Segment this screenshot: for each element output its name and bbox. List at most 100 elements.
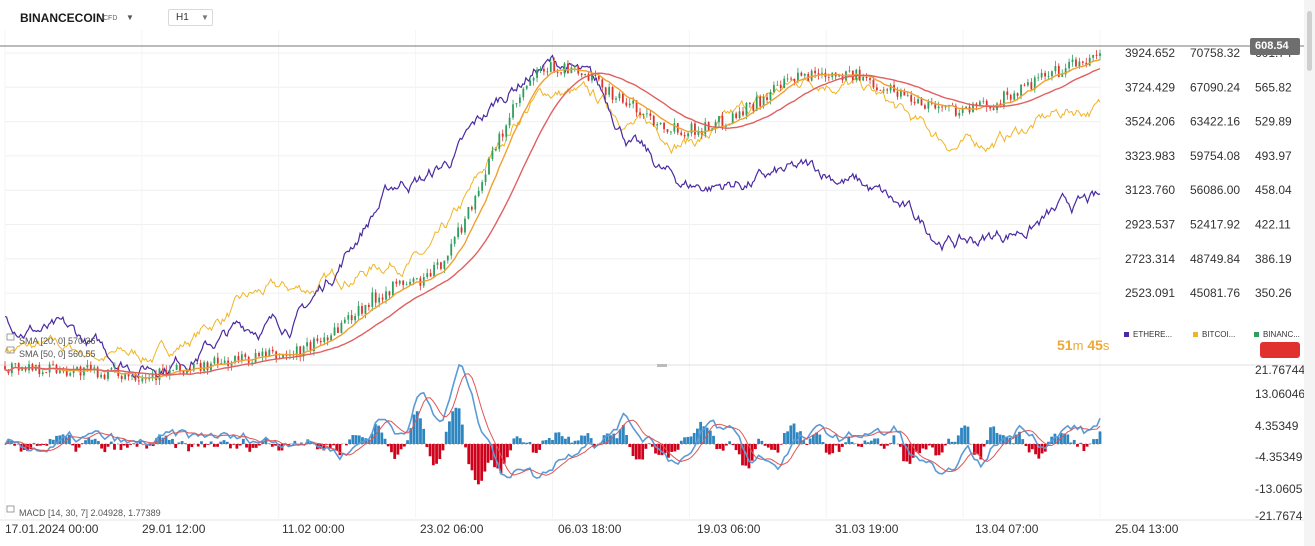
bnb-candle-body [258, 353, 260, 357]
bnb-candle-body [429, 273, 432, 277]
bnb-candle-body [594, 75, 597, 77]
bnb-candle-body [790, 78, 792, 80]
macd-histogram-bar [435, 444, 438, 464]
macd-histogram-bar [831, 444, 835, 454]
symbol-name[interactable]: BINANCECOIN [20, 11, 105, 25]
bnb-candle-body [443, 260, 446, 269]
bnb-candle-body [124, 374, 127, 380]
timeframe-select[interactable]: H1 ▼ [168, 9, 213, 26]
macd-histogram-bar [164, 435, 168, 445]
macd-histogram-bar [621, 424, 625, 445]
macd-histogram-bar [55, 435, 58, 445]
macd-histogram-bar [148, 444, 152, 446]
macd-histogram-bar [100, 444, 104, 449]
bnb-candle-body [543, 68, 545, 72]
scrollbar-thumb[interactable] [1307, 11, 1312, 71]
macd-histogram-bar [222, 440, 226, 445]
macd-histogram-bar [776, 444, 780, 453]
macd-histogram-bar [39, 444, 42, 446]
bnb-candle-body [886, 89, 889, 91]
btc-series-line [4, 75, 1101, 365]
bnb-candle-body [680, 132, 683, 136]
macd-histogram-bar [406, 440, 409, 445]
sma50-label[interactable]: SMA [50, 0] 560.55 [19, 349, 96, 359]
bnb-candle-body [649, 113, 652, 116]
macd-histogram-bar [489, 444, 493, 461]
macd-histogram-bar [248, 444, 252, 452]
time-axis-tick: 17.01.2024 00:00 [5, 522, 99, 536]
macd-histogram-bar [351, 435, 355, 445]
bnb-candle-body [639, 112, 641, 115]
bnb-candle-body [182, 370, 185, 374]
bnb-candle-body [608, 87, 611, 95]
macd-histogram-bar [377, 425, 380, 445]
sma20-label[interactable]: SMA [20, 0] 570.36 [19, 336, 96, 346]
macd-histogram-bar [364, 438, 368, 445]
bnb-candle-body [817, 73, 820, 75]
macd-histogram-bar [274, 444, 277, 446]
macd-histogram-bar [32, 442, 36, 445]
macd-histogram-bar [915, 444, 918, 452]
timeframe-value: H1 [176, 12, 189, 23]
eth-axis-tick: 3524.206 [1125, 115, 1175, 129]
legend-eth[interactable]: ETHERE... [1124, 330, 1172, 339]
macd-histogram-bar [837, 444, 841, 452]
bnb-candle-body [381, 297, 384, 300]
macd-histogram-bar [563, 438, 567, 445]
bnb-candle-body [1002, 91, 1005, 107]
macd-histogram-bar [808, 438, 812, 445]
bnb-candle-body [316, 338, 319, 341]
macd-histogram-bar [77, 444, 81, 448]
macd-histogram-bar [679, 440, 683, 445]
bnb-candle-body [611, 87, 614, 100]
macd-histogram-bar [638, 444, 641, 460]
bnb-candle-body [234, 356, 236, 363]
bnb-candle-body [86, 364, 89, 368]
bnb-candle-body [196, 362, 199, 364]
macd-histogram-bar [190, 444, 194, 448]
macd-histogram-bar [354, 435, 358, 445]
macd-histogram-bar [818, 434, 822, 445]
eth-axis-tick: 3724.429 [1125, 80, 1175, 94]
bnb-candle-body [319, 340, 322, 343]
macd-histogram-bar [96, 441, 100, 445]
bnb-candle-body [343, 319, 346, 323]
bnb-candle-body [52, 364, 54, 366]
macd-histogram-bar [409, 428, 413, 445]
macd-histogram-bar [728, 441, 732, 445]
macd-histogram-bar [438, 444, 442, 460]
macd-histogram-bar [586, 433, 590, 445]
bnb-candle-body [1051, 71, 1053, 77]
bnb-candle-body [65, 370, 68, 376]
macd-histogram-bar [448, 421, 451, 445]
bnb-candle-body [155, 373, 157, 381]
btc-axis-tick: 45081.76 [1190, 286, 1240, 300]
macd-histogram-bar [840, 444, 844, 447]
macd-histogram-bar [634, 444, 638, 460]
bnb-candle-body [690, 123, 693, 134]
bnb-candle-body [268, 349, 271, 357]
legend-bnb[interactable]: BINANC... [1254, 330, 1300, 339]
bnb-candle-body [752, 104, 755, 111]
btc-axis-tick: 67090.24 [1190, 80, 1240, 94]
bnb-candle-body [1030, 82, 1033, 90]
sell-indicator-badge [1260, 342, 1300, 358]
bnb-candle-body [862, 77, 865, 81]
macd-histogram-bar [483, 444, 487, 472]
bnb-candle-body [161, 368, 164, 371]
bnb-candle-body [76, 366, 78, 369]
legend-btc[interactable]: BITCOI... [1193, 330, 1235, 339]
bnb-candle-body [755, 96, 758, 111]
macd-axis-tick: -13.0605 [1255, 482, 1303, 496]
macd-histogram-bar [361, 437, 364, 445]
scrollbar[interactable] [1304, 0, 1315, 546]
bnb-candle-body [965, 106, 968, 109]
macd-histogram-bar [992, 426, 996, 445]
symbol-dropdown-icon[interactable]: ▼ [126, 13, 134, 22]
macd-histogram-bar [454, 407, 458, 445]
macd-histogram-bar [937, 444, 941, 456]
bnb-candle-body [865, 77, 868, 79]
macd-label[interactable]: MACD [14, 30, 7] 2.04928, 1.77389 [19, 508, 161, 518]
macd-histogram-bar [1082, 444, 1086, 452]
